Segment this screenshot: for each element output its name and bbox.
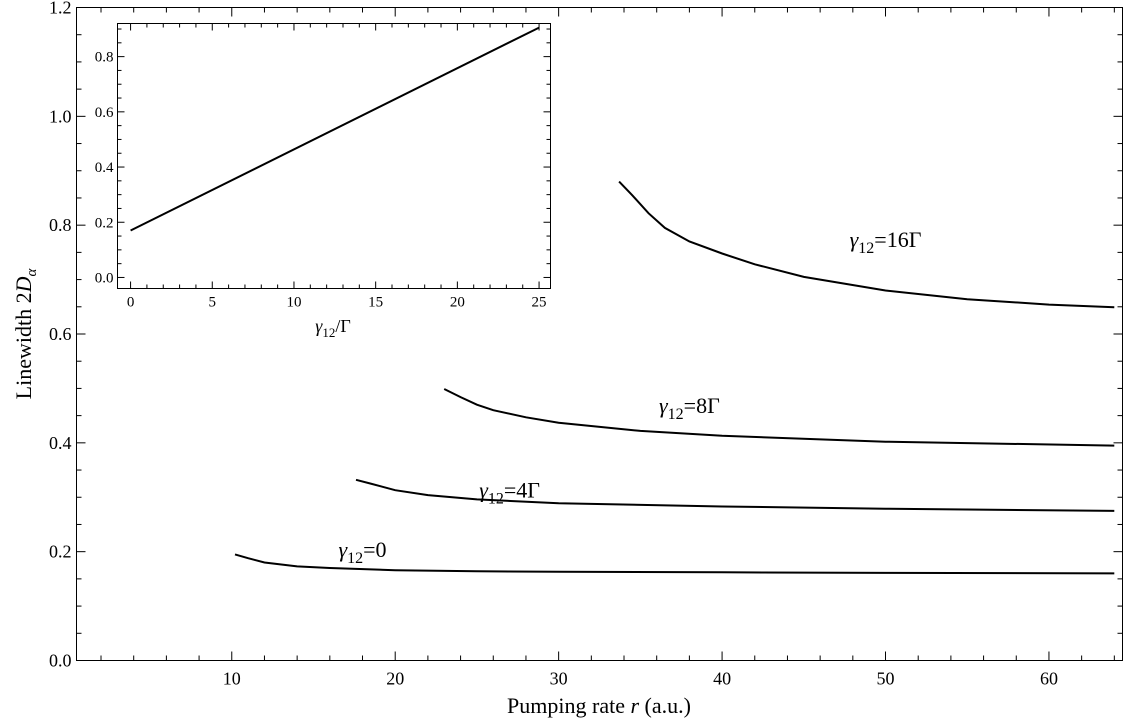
x-axis-title-part-1: Pumping rate: [507, 693, 630, 718]
y-tick-label: 0.2: [49, 542, 72, 562]
y-tick-label: 0.8: [49, 215, 72, 235]
inset-background: [117, 23, 551, 289]
inset-plot-frame: [117, 23, 551, 289]
x-tick-label: 30: [550, 669, 568, 689]
curve-label-rest: =0: [363, 537, 386, 562]
curve-label-3: γ12=16Γ: [850, 227, 922, 257]
curve-label-gamma: γ: [338, 537, 348, 562]
x-tick-label: 50: [877, 669, 895, 689]
y-axis-title-var: D: [11, 276, 36, 293]
y-tick-label: 0.4: [49, 433, 72, 453]
inset-x-title-gamma: γ: [315, 316, 323, 336]
x-tick-label: 20: [386, 669, 404, 689]
inset-ticks: 0 5 10 15 20 25 0.0 0.2 0.4 0.6 0.8: [95, 23, 551, 311]
curve-label-1: γ12=4Γ: [479, 477, 540, 507]
curve-series-1: [355, 478, 1115, 512]
curve-label-sub: 12: [858, 240, 874, 257]
inset-curves: [130, 26, 540, 232]
inset-x-tick-label: 10: [286, 295, 301, 311]
curve-label-gamma: γ: [479, 477, 489, 502]
curve-label-0: γ12=0: [338, 537, 386, 567]
main-ticks: 10 20 30 40 50 600.00.20.40.60.81.01.2: [49, 0, 1123, 689]
main-curves: [234, 180, 1115, 575]
x-axis-title-var: r: [630, 693, 639, 718]
curve-label-sub: 12: [668, 406, 684, 423]
x-tick-label: 10: [223, 669, 241, 689]
y-tick-label: 0.6: [49, 324, 72, 344]
curve-series-0: [234, 553, 1115, 575]
y-axis-title: Linewidth 2Dα: [11, 268, 40, 400]
inset-x-tick-label: 15: [368, 295, 383, 311]
x-tick-label: 60: [1040, 669, 1058, 689]
inset-y-tick-label: 0.4: [95, 160, 114, 176]
inset-y-tick-label: 0.8: [95, 50, 114, 66]
x-axis-title: Pumping rate r (a.u.): [507, 693, 691, 718]
inset-y-tick-label: 0.0: [95, 270, 114, 286]
curve-label-rest: =4Γ: [504, 477, 540, 502]
inset-x-tick-label: 0: [127, 295, 135, 311]
inset-y-tick-label: 0.2: [95, 215, 114, 231]
curve-label-rest: =16Γ: [874, 227, 921, 252]
y-tick-label: 0.0: [49, 651, 72, 671]
curve-label-sub: 12: [347, 550, 363, 567]
x-axis-title-part-2: (a.u.): [639, 693, 691, 718]
inset-y-tick-label: 0.6: [95, 105, 114, 121]
y-axis-title-part-1: Linewidth 2: [11, 292, 36, 399]
inset-x-axis-title: γ12/Γ: [315, 316, 351, 340]
curve-label-gamma: γ: [659, 393, 669, 418]
inset-x-tick-label: 20: [450, 295, 465, 311]
x-tick-label: 40: [713, 669, 731, 689]
y-axis-title-sub: α: [24, 268, 40, 277]
curve-label-2: γ12=8Γ: [659, 393, 720, 423]
curve-series-3: [618, 180, 1115, 309]
y-tick-label: 1.0: [49, 106, 72, 126]
inset-x-tick-label: 5: [209, 295, 217, 311]
inset-line-0: [130, 26, 540, 232]
curve-label-rest: =8Γ: [684, 393, 720, 418]
y-tick-label: 1.2: [49, 0, 72, 18]
curve-series-2: [443, 388, 1115, 447]
inset-x-title-rest: /Γ: [335, 316, 350, 336]
inset-x-tick-label: 25: [532, 295, 547, 311]
inset-x-title-sub: 12: [322, 325, 335, 340]
curve-label-sub: 12: [488, 490, 504, 507]
curve-label-gamma: γ: [850, 227, 860, 252]
